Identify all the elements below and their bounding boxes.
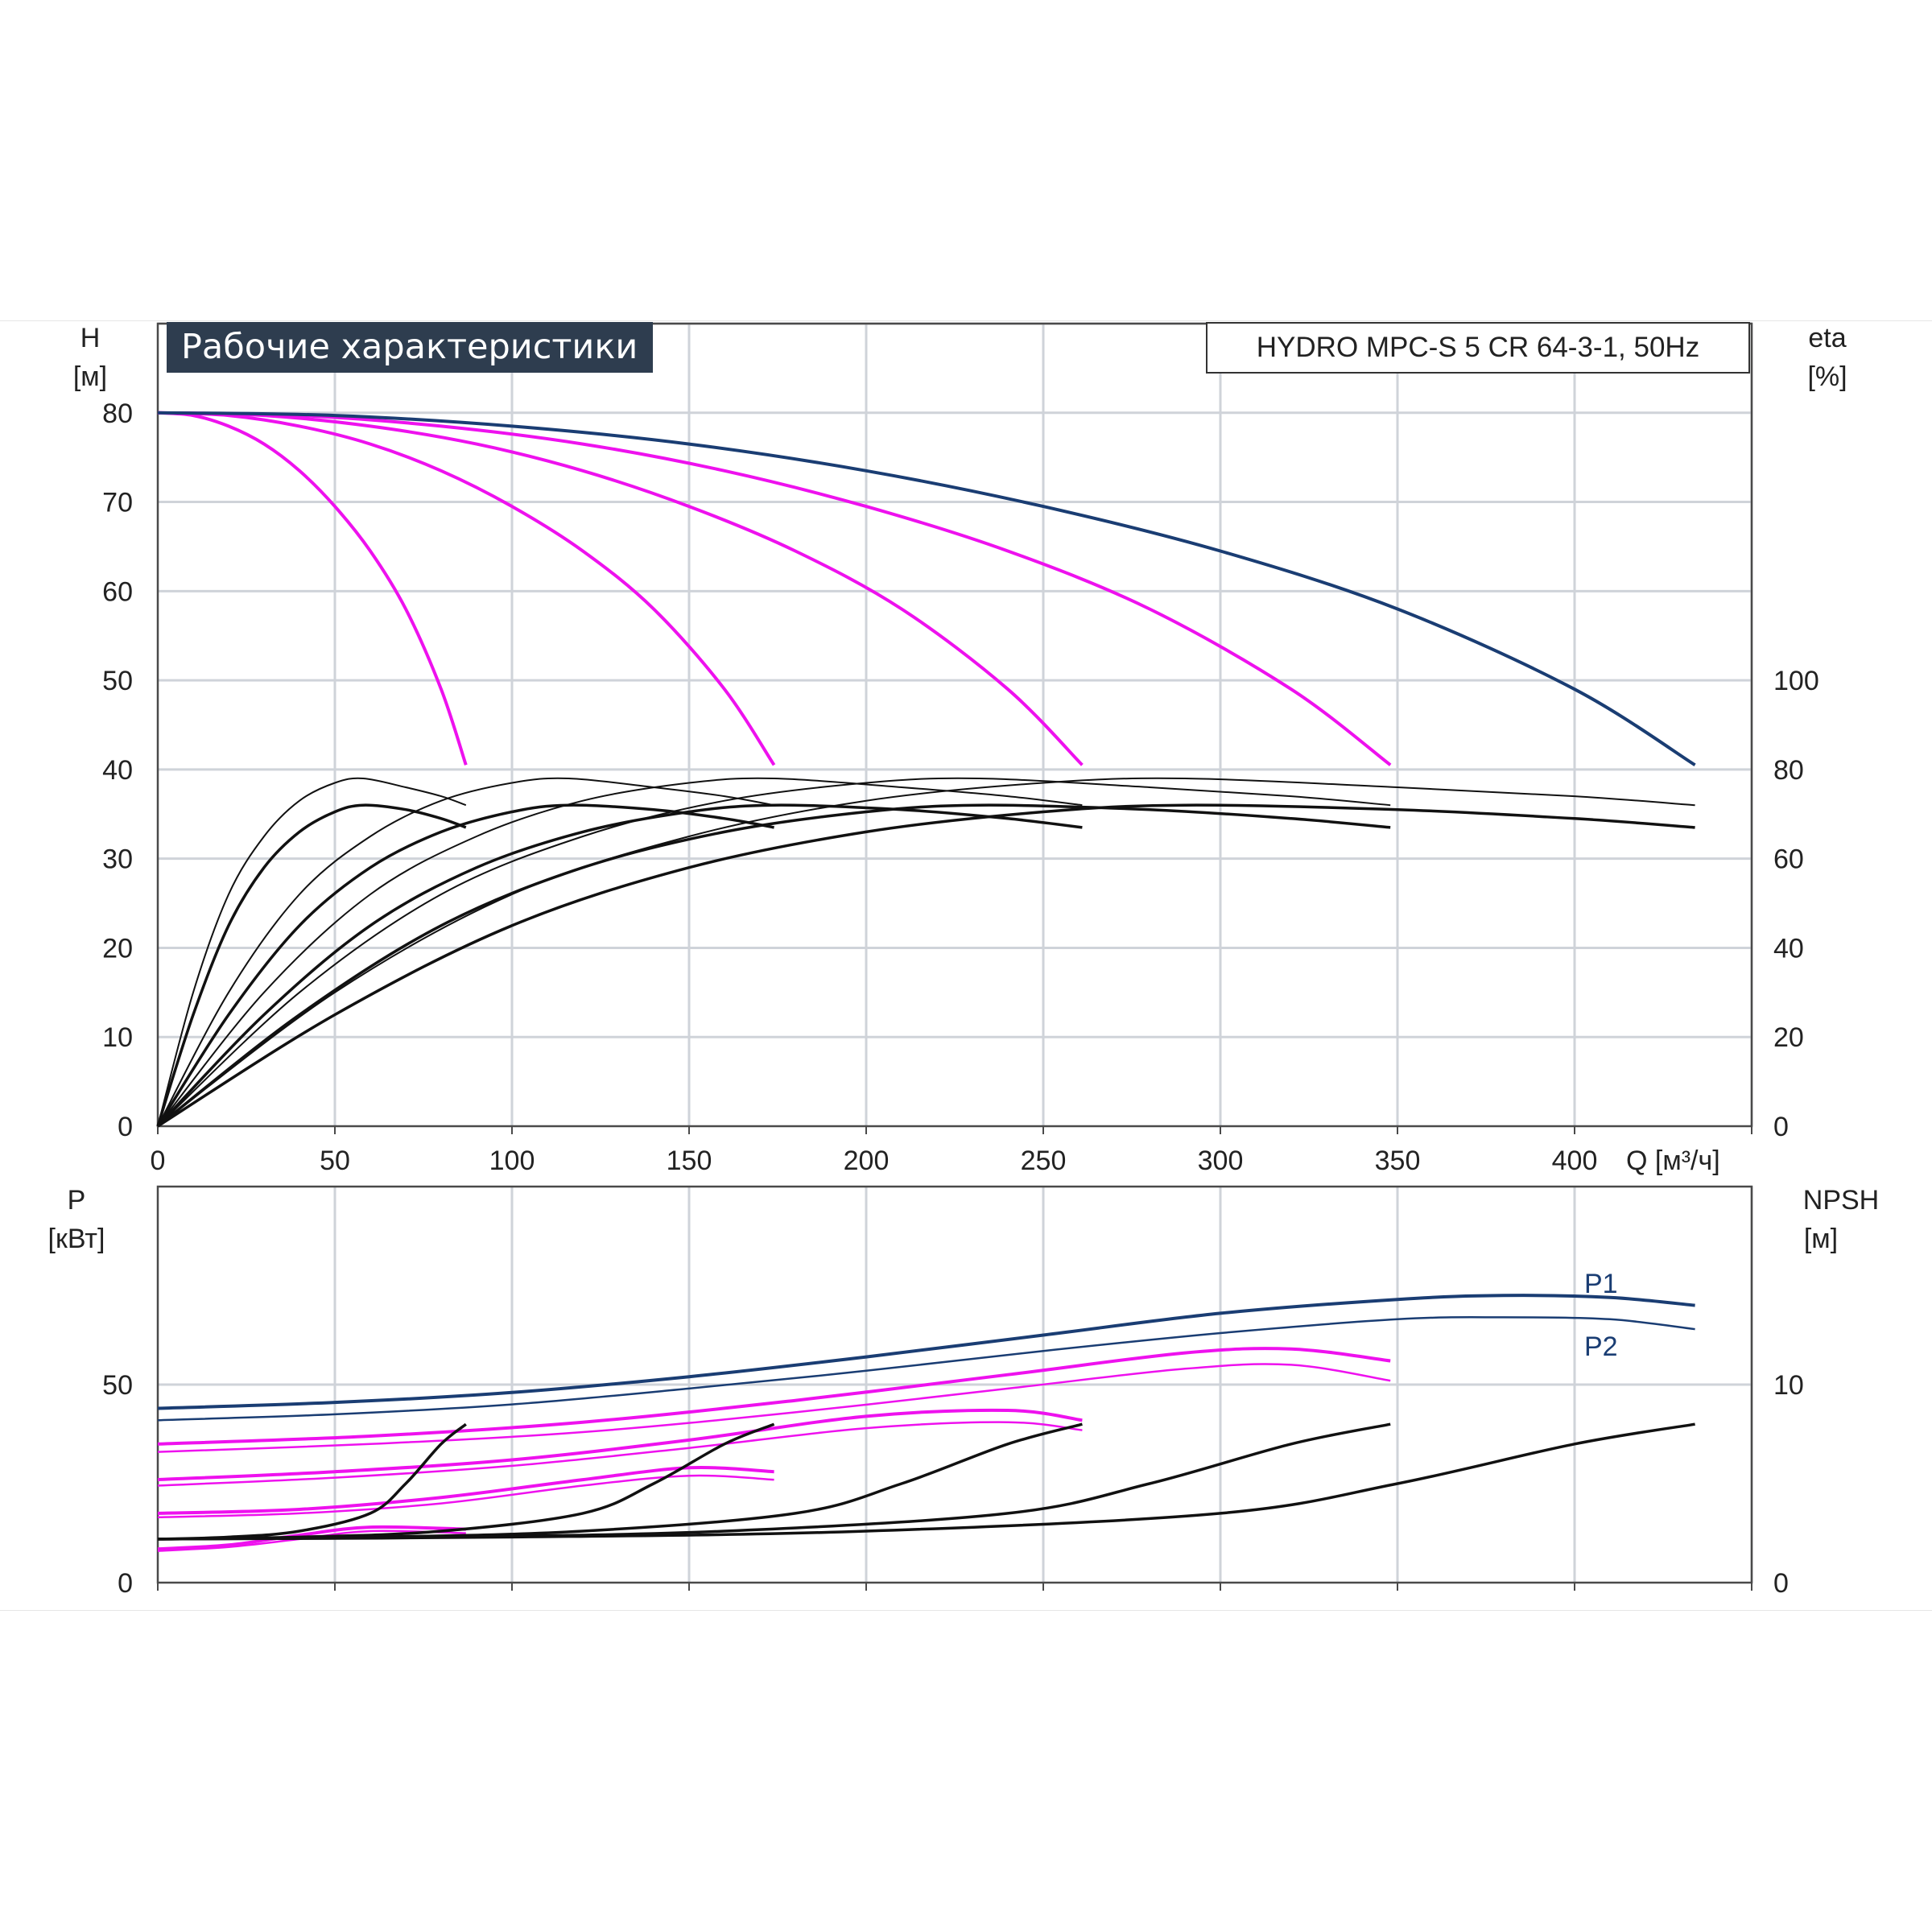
x-tick-label: 300 [1198, 1146, 1244, 1176]
npsh-tick-label: 10 [1773, 1370, 1804, 1401]
axis-tick-labels: 0 50 100 150 200 250 300 350 4000102030405060708… [102, 398, 1819, 1599]
bottom-panel-curves [157, 1294, 1695, 1552]
bottom-panel-frame [156, 1185, 1753, 1584]
bottom-panel-grid [156, 1185, 1753, 1591]
y-tick-label-left: 80 [102, 398, 133, 429]
head-curve [157, 411, 776, 766]
y-axis-right-unit-bottom: [м] [1804, 1224, 1838, 1254]
power-curve [157, 1466, 774, 1515]
head-curve [157, 411, 1392, 766]
power-curve [157, 1474, 774, 1519]
efficiency-curve [157, 777, 1083, 1127]
frame-bottom-rule [0, 1610, 1932, 1611]
x-tick-label: 150 [667, 1146, 712, 1176]
y-tick-label-left: 30 [102, 844, 133, 875]
y-axis-right-label-bottom: NPSH [1803, 1185, 1879, 1216]
power-curve [157, 1408, 1083, 1482]
power-curve [157, 1347, 1391, 1446]
y-axis-left-label-bottom: P [68, 1185, 86, 1216]
efficiency-curve [157, 777, 774, 1127]
npsh-curve [157, 1422, 1695, 1541]
y-axis-right-unit-top: [%] [1807, 361, 1847, 392]
x-axis-label: Q [м³/ч] [1626, 1146, 1720, 1176]
efficiency-curve [157, 777, 1391, 1127]
efficiency-curve [156, 803, 774, 1127]
y-tick-label-right: 20 [1773, 1022, 1804, 1053]
y-axis-right-label-top: eta [1808, 323, 1846, 353]
y-tick-label-left: 20 [102, 933, 133, 964]
power-curve [157, 1294, 1695, 1410]
head-curve [157, 411, 1084, 766]
frame-top-rule [0, 320, 1932, 321]
p-tick-label: 50 [102, 1370, 133, 1401]
y-tick-label-left: 0 [118, 1112, 133, 1142]
model-label: HYDRO MPC-S 5 CR 64-3-1, 50Hz [1206, 322, 1750, 374]
efficiency-curve [157, 777, 467, 1127]
power-curve [157, 1363, 1391, 1453]
x-tick-label: 50 [320, 1146, 350, 1176]
power-curve [157, 1525, 466, 1551]
x-tick-label: 350 [1375, 1146, 1421, 1176]
x-tick-label: 400 [1552, 1146, 1598, 1176]
efficiency-curve [156, 803, 467, 1127]
y-tick-label-right: 80 [1773, 755, 1804, 786]
x-tick-label: 100 [489, 1146, 535, 1176]
x-tick-label: 200 [844, 1146, 890, 1176]
y-tick-label-right: 100 [1773, 666, 1819, 696]
y-tick-label-right: 0 [1773, 1112, 1789, 1142]
efficiency-curve [157, 803, 1695, 1128]
head-curve [157, 411, 1696, 766]
efficiency-curve [156, 803, 1391, 1128]
head-curve [157, 411, 468, 766]
y-tick-label-left: 50 [102, 666, 133, 696]
p1-label: P1 [1584, 1269, 1618, 1299]
x-tick-label: 0 [151, 1146, 166, 1176]
y-axis-left-unit-top: [м] [73, 361, 107, 392]
y-tick-label-right: 60 [1773, 844, 1804, 875]
y-tick-label-left: 10 [102, 1022, 133, 1053]
efficiency-curve [156, 803, 1083, 1128]
efficiency-curve [157, 777, 1695, 1127]
npsh-tick-label: 0 [1773, 1568, 1789, 1599]
chart-title: Рабочие характеристики [167, 322, 653, 373]
top-panel-curves [156, 411, 1696, 1128]
x-tick-label: 250 [1021, 1146, 1067, 1176]
y-tick-label-left: 40 [102, 755, 133, 786]
power-curve [157, 1421, 1083, 1487]
y-tick-label-left: 60 [102, 576, 133, 607]
y-axis-left-unit-bottom: [кВт] [48, 1224, 105, 1254]
power-curve [157, 1316, 1695, 1422]
p2-label: P2 [1584, 1331, 1618, 1362]
top-panel-frame [156, 322, 1753, 1128]
top-panel-grid [156, 322, 1753, 1134]
y-tick-label-left: 70 [102, 488, 133, 518]
y-tick-label-right: 40 [1773, 933, 1804, 964]
y-axis-left-label-top: H [80, 323, 101, 353]
p-tick-label: 0 [118, 1568, 133, 1599]
